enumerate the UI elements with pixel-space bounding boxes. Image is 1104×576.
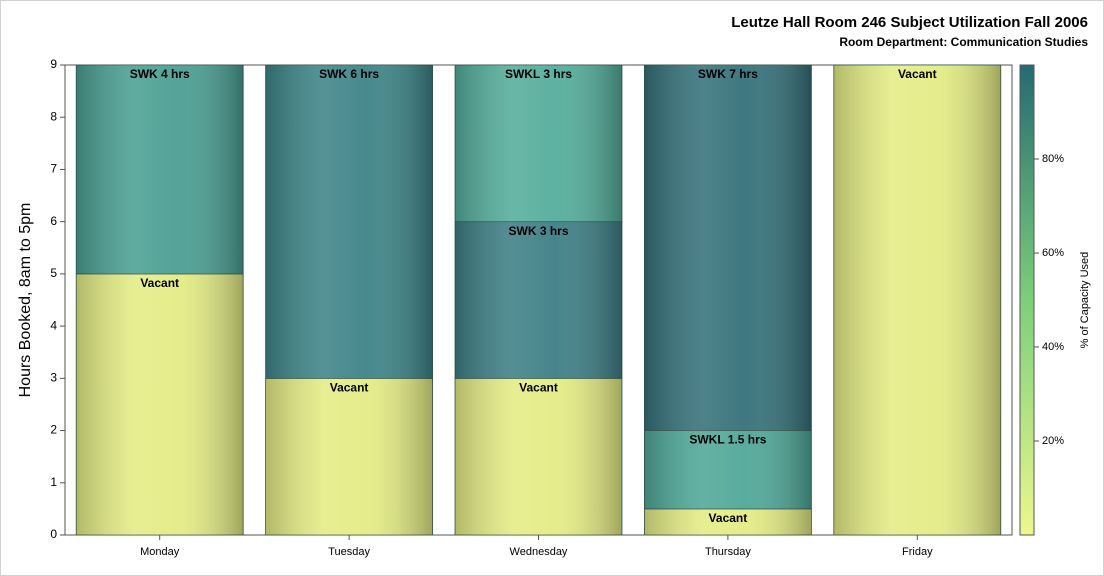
colorbar-tick-label: 60% (1042, 247, 1064, 259)
bar-shading (833, 65, 1001, 535)
bar-shading (644, 65, 812, 431)
x-tick-label: Wednesday (510, 546, 568, 558)
segment-label: SWKL 3 hrs (505, 67, 572, 81)
x-tick-label: Monday (140, 546, 180, 558)
segment-label: SWK 6 hrs (319, 67, 379, 81)
y-tick-label: 8 (50, 109, 57, 123)
chart-title: Leutze Hall Room 246 Subject Utilization… (731, 14, 1088, 31)
segment-label: Vacant (898, 67, 937, 81)
x-tick-label: Thursday (705, 546, 751, 558)
y-tick-label: 0 (50, 527, 57, 541)
y-tick-label: 6 (50, 214, 57, 228)
colorbar-tick-label: 20% (1042, 435, 1064, 447)
bar-shading (76, 65, 244, 274)
bar-shading (644, 430, 812, 509)
y-tick-label: 7 (50, 162, 57, 176)
colorbar-tick-label: 40% (1042, 341, 1064, 353)
segment-label: Vacant (140, 276, 179, 290)
segment-label: Vacant (519, 381, 558, 395)
y-axis-label: Hours Booked, 8am to 5pm (17, 203, 34, 398)
x-tick-label: Tuesday (328, 546, 370, 558)
segment-label: SWK 3 hrs (508, 224, 568, 238)
y-tick-label: 1 (50, 475, 57, 489)
segment-label: Vacant (709, 511, 748, 525)
chart-subtitle: Room Department: Communication Studies (839, 35, 1088, 49)
bar-shading (455, 378, 622, 535)
bar-shading (265, 378, 433, 535)
bar-shading (76, 273, 244, 535)
y-tick-label: 5 (50, 266, 57, 280)
segment-label: SWKL 1.5 hrs (689, 433, 766, 447)
y-tick-label: 4 (50, 318, 57, 332)
segment-label: SWK 7 hrs (698, 67, 758, 81)
y-tick-label: 3 (50, 371, 57, 385)
colorbar-title: % of Capacity Used (1079, 252, 1091, 349)
colorbar-tick-label: 80% (1042, 153, 1064, 165)
bar-shading (455, 221, 622, 379)
bar-shading (455, 65, 622, 222)
y-tick-label: 9 (50, 57, 57, 71)
x-tick-label: Friday (902, 546, 933, 558)
segment-label: SWK 4 hrs (130, 67, 190, 81)
bar-shading (644, 508, 812, 535)
bar-shading (265, 65, 433, 379)
colorbar (1019, 64, 1035, 536)
segment-label: Vacant (330, 381, 369, 395)
y-tick-label: 2 (50, 423, 57, 437)
